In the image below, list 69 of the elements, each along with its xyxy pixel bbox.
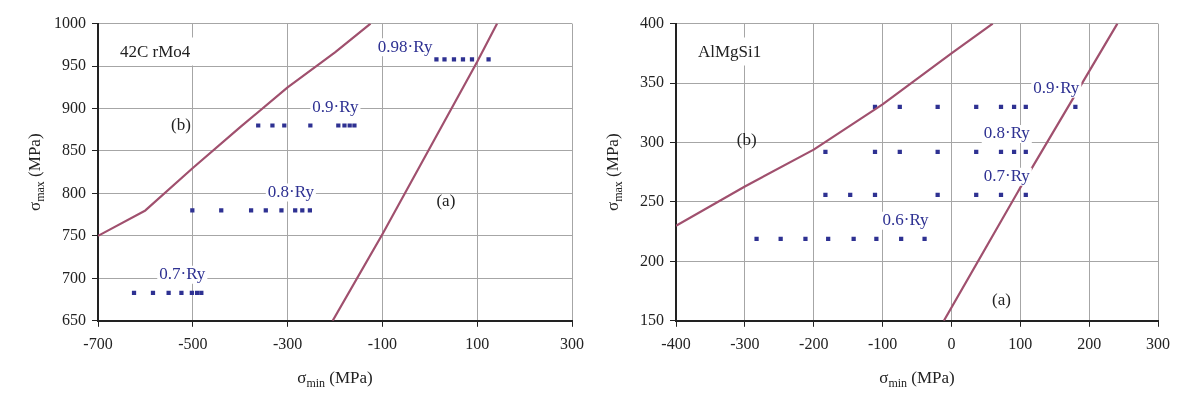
series-label: 0.9·Ry [1033, 78, 1080, 98]
y-tick-label: 800 [62, 183, 86, 201]
y-tick-label: 400 [640, 13, 664, 31]
y-tick-label: 650 [62, 311, 86, 328]
x-tick-label: -400 [661, 334, 691, 352]
point [342, 123, 347, 128]
y-axis-title: σmax (MPa) [25, 133, 47, 211]
x-tick-label: -500 [178, 334, 208, 352]
point [256, 123, 261, 128]
series-label: (a) [992, 290, 1011, 310]
y-tick-label: 150 [640, 311, 664, 328]
x-tick-label: -100 [867, 334, 898, 352]
point [347, 123, 352, 128]
point [922, 236, 927, 241]
point [823, 149, 828, 155]
point [282, 123, 287, 128]
point [823, 192, 828, 197]
point [486, 57, 491, 62]
x-tick-label: 200 [1077, 334, 1102, 352]
point [263, 208, 268, 213]
point [434, 57, 439, 62]
x-tick-label: -100 [367, 334, 398, 352]
series-label: 0.8·Ry [983, 123, 1031, 143]
x-tick-label: -300 [730, 334, 760, 352]
y-tick-label: 1000 [54, 13, 86, 31]
x-tick-label: -300 [272, 334, 303, 352]
y-tick-label: 750 [62, 226, 86, 244]
series-label: (b) [171, 114, 191, 134]
point [803, 236, 808, 241]
y-tick-label: 900 [62, 98, 86, 116]
point [352, 123, 357, 128]
point [754, 236, 759, 241]
series-label: 0.8·Ry [267, 181, 315, 201]
y-axis-title: σmax (MPa) [603, 133, 625, 211]
series-label: (a) [436, 191, 456, 211]
y-tick-label: 200 [640, 251, 664, 269]
point [336, 123, 341, 128]
series-label: 0.98·Ry [377, 36, 433, 56]
y-tick-label: 350 [640, 73, 664, 91]
point [293, 208, 298, 213]
point [442, 57, 447, 62]
point [219, 208, 224, 213]
point [279, 208, 284, 213]
point [190, 208, 195, 213]
point [248, 208, 254, 213]
series-label: (b) [736, 129, 757, 149]
point [307, 208, 312, 213]
x-tick-label: 300 [1146, 334, 1170, 352]
x-tick-label: 0 [947, 334, 956, 352]
y-tick-label: 700 [62, 268, 86, 286]
series-label: 0.9·Ry [312, 96, 359, 116]
series-label: 0.7·Ry [159, 264, 206, 284]
x-tick-label: -200 [799, 334, 829, 352]
text: 42C rMo4 [120, 42, 191, 62]
point [308, 123, 313, 128]
x-tick-label: 100 [465, 334, 490, 352]
y-tick-label: 250 [640, 192, 664, 210]
x-tick-label: 100 [1008, 334, 1033, 352]
point [300, 208, 305, 213]
y-tick-label: 300 [640, 132, 664, 150]
point [270, 123, 275, 128]
point [179, 290, 184, 295]
series-label: 0.6·Ry [882, 210, 930, 230]
y-tick-label: 850 [62, 141, 86, 159]
x-tick-label: 300 [560, 334, 584, 352]
series-label: 0.7·Ry [983, 166, 1031, 186]
y-tick-label: 950 [62, 56, 86, 74]
text: AlMgSi1 [698, 42, 762, 62]
x-tick-label: -700 [83, 334, 113, 352]
